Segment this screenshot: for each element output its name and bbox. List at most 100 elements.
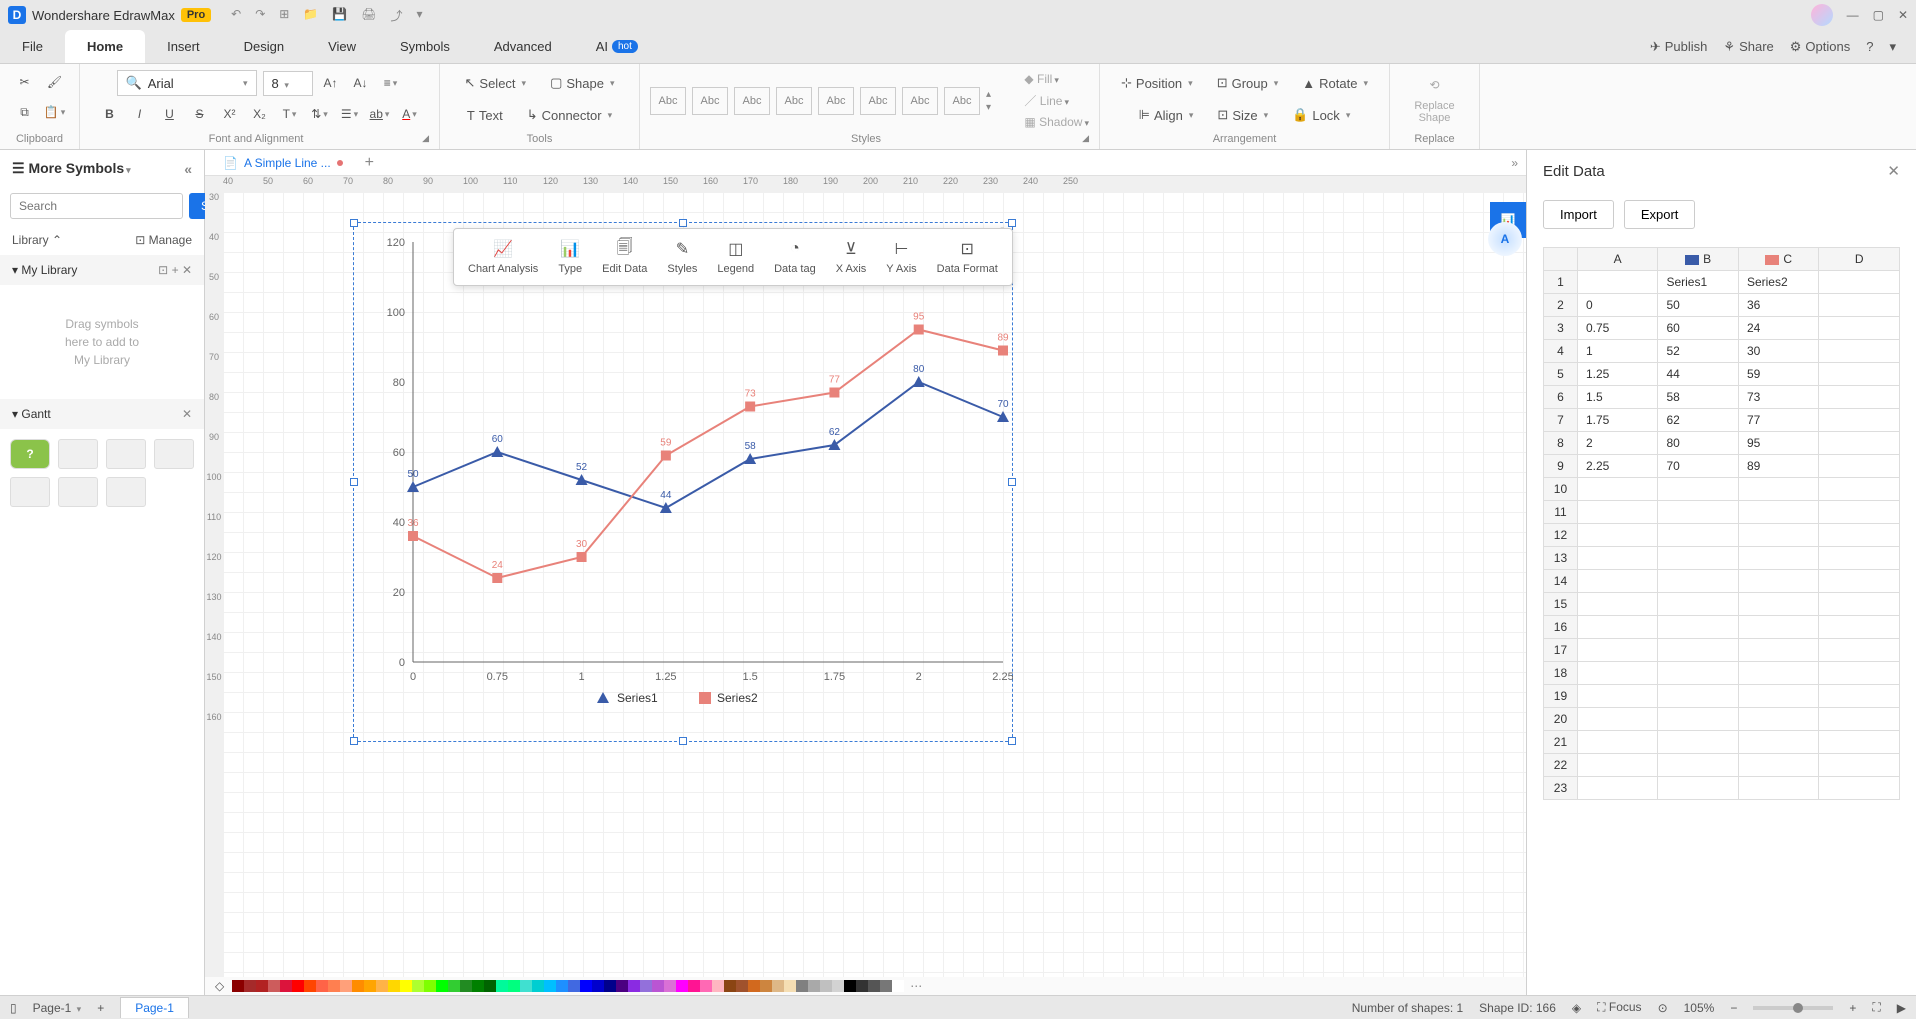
align-icon[interactable]: ≡▾ [379,71,403,95]
color-swatch[interactable] [784,980,796,992]
color-swatch[interactable] [340,980,352,992]
color-swatch[interactable] [712,980,724,992]
italic-icon[interactable]: I [128,102,152,126]
maximize-button[interactable]: ▢ [1873,8,1884,22]
gantt-template-2[interactable] [106,439,146,469]
color-swatch[interactable] [868,980,880,992]
style-preset-5[interactable]: Abc [818,87,854,115]
menu-insert[interactable]: Insert [145,30,222,63]
color-swatch[interactable] [508,980,520,992]
line-dropdown[interactable]: ／ Line▾ [1024,92,1089,109]
position-dropdown[interactable]: ⊹ Position▾ [1112,70,1202,96]
color-swatch[interactable] [760,980,772,992]
add-tab-button[interactable]: + [365,154,374,172]
bold-icon[interactable]: B [98,102,122,126]
close-panel-icon[interactable]: ✕ [1887,162,1900,180]
superscript-icon[interactable]: X² [218,102,242,126]
menu-symbols[interactable]: Symbols [378,30,472,63]
color-swatch[interactable] [316,980,328,992]
replace-shape-icon[interactable]: ⟲ [1429,78,1439,92]
fit-icon[interactable]: ⊙ [1658,1001,1668,1015]
highlight-icon[interactable]: ab▾ [368,102,392,126]
manage-button[interactable]: ⊡ Manage [135,233,192,247]
color-swatch[interactable] [700,980,712,992]
color-swatch[interactable] [628,980,640,992]
font-family-select[interactable]: 🔍 Arial▾ [117,70,257,96]
import-button[interactable]: Import [1543,200,1614,229]
gantt-template-6[interactable] [106,477,146,507]
fill-dropdown[interactable]: ◆ Fill▾ [1024,72,1089,86]
style-preset-4[interactable]: Abc [776,87,812,115]
zoom-slider[interactable] [1753,1006,1833,1010]
color-swatch[interactable] [664,980,676,992]
color-swatch[interactable] [580,980,592,992]
rotate-dropdown[interactable]: ▲ Rotate▾ [1293,71,1377,96]
line-chart[interactable]: 02040608010012000.7511.251.51.7522.25506… [373,232,1013,712]
export-button[interactable]: Export [1624,200,1696,229]
color-swatch[interactable] [352,980,364,992]
color-swatch[interactable] [844,980,856,992]
group-dropdown[interactable]: ⊡ Group▾ [1208,70,1288,96]
style-preset-3[interactable]: Abc [734,87,770,115]
my-library-header[interactable]: ▾ My Library [12,263,77,277]
minimize-button[interactable]: — [1847,8,1859,22]
color-swatch[interactable] [532,980,544,992]
color-swatch[interactable] [676,980,688,992]
style-preset-2[interactable]: Abc [692,87,728,115]
color-swatch[interactable] [244,980,256,992]
menu-ai[interactable]: AIhot [574,30,660,63]
underline-icon[interactable]: U [158,102,182,126]
library-drop-zone[interactable]: Drag symbols here to add to My Library [0,285,204,399]
resize-handle-ml[interactable] [350,478,358,486]
new-icon[interactable]: ⊞ [279,7,289,24]
page-tab[interactable]: Page-1 [120,997,189,1018]
menu-design[interactable]: Design [222,30,306,63]
color-swatch[interactable] [592,980,604,992]
color-swatch[interactable] [892,980,904,992]
print-icon[interactable]: 🖨 [361,7,376,24]
line-spacing-icon[interactable]: ⇅▾ [308,102,332,126]
ai-assistant-icon[interactable]: A [1488,222,1522,256]
color-swatch[interactable] [820,980,832,992]
color-swatch[interactable] [388,980,400,992]
menu-advanced[interactable]: Advanced [472,30,574,63]
color-swatch[interactable] [832,980,844,992]
paste-icon[interactable]: 📋▾ [43,100,67,124]
color-swatch[interactable] [292,980,304,992]
document-tab[interactable]: 📄 A Simple Line ... [213,156,353,170]
color-swatch[interactable] [652,980,664,992]
layers-icon[interactable]: ◈ [1572,1001,1581,1015]
style-scroll-down[interactable]: ▾ [986,102,991,113]
edit-data-button[interactable]: 🗐Edit Data [592,235,657,279]
gantt-template-1[interactable] [58,439,98,469]
focus-button[interactable]: ⛶ Focus [1597,1000,1641,1015]
strikethrough-icon[interactable]: S [188,102,212,126]
size-dropdown[interactable]: ⊡ Size▾ [1208,102,1277,128]
color-swatch[interactable] [736,980,748,992]
color-swatch[interactable] [424,980,436,992]
lib-add-icon[interactable]: + [172,263,179,277]
library-dropdown[interactable]: Library ⌃ [12,233,62,247]
color-swatch[interactable] [880,980,892,992]
case-icon[interactable]: T▾ [278,102,302,126]
options-button[interactable]: ⚙ Options [1790,39,1850,55]
canvas[interactable]: ⤢ 📈Chart Analysis 📊Type 🗐Edit Data ✎Styl… [223,192,1526,977]
data-tag-button[interactable]: ◔Data tag [764,235,826,279]
fullscreen-icon[interactable]: ⛶ [1872,1000,1880,1015]
y-axis-button[interactable]: ⊢Y Axis [876,235,926,279]
subscript-icon[interactable]: X₂ [248,102,272,126]
zoom-out-button[interactable]: − [1730,1001,1737,1015]
style-preset-7[interactable]: Abc [902,87,938,115]
chart-data-table[interactable]: ABCD1Series1Series220503630.756024415230… [1543,247,1900,800]
color-swatch[interactable] [808,980,820,992]
page-selector[interactable]: Page-1 ▾ [33,1001,82,1015]
publish-button[interactable]: ✈ Publish [1650,39,1708,55]
zoom-in-button[interactable]: + [1849,1001,1856,1015]
menu-view[interactable]: View [306,30,378,63]
color-swatch[interactable] [772,980,784,992]
save-icon[interactable]: 💾 [332,7,347,24]
resize-handle-br[interactable] [1008,737,1016,745]
format-painter-icon[interactable]: 🖌 [43,70,67,94]
resize-handle-tm[interactable] [679,219,687,227]
help-icon[interactable]: ? [1866,39,1873,55]
